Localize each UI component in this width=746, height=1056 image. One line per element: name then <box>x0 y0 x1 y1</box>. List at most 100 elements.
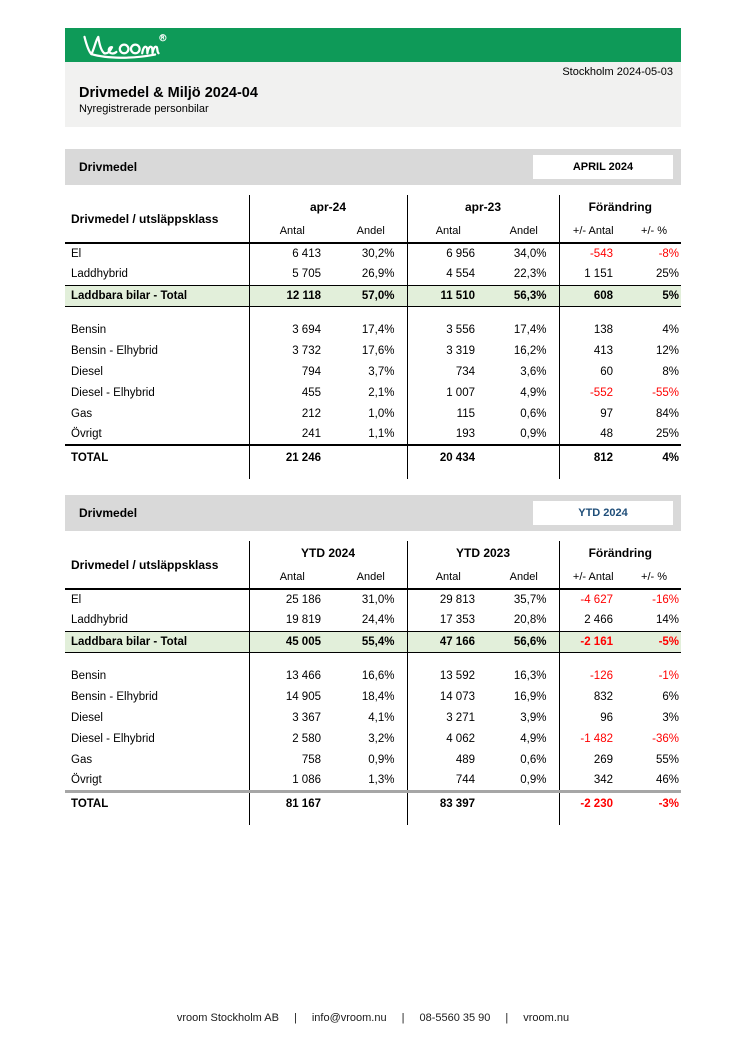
value-cell: 11 510 <box>407 284 489 307</box>
value-cell: 6% <box>662 690 680 703</box>
value-cell: 8% <box>662 365 680 378</box>
value-cell <box>335 789 408 815</box>
value-cell: 4% <box>627 444 682 469</box>
value-cell: 14% <box>655 614 680 627</box>
footer-separator: | <box>401 1012 405 1024</box>
column-header-label: Drivmedel / utsläppsklass <box>65 541 250 590</box>
row-label: Gas <box>65 749 250 770</box>
value-cell: 3,9% <box>489 707 560 728</box>
value-cell: 832 <box>593 690 613 703</box>
page-title: Drivmedel & Miljö 2024-04 <box>79 85 258 101</box>
table-row: El 6 413 30,2% 6 956 34,0% -543 -8% <box>65 243 681 264</box>
group-header-change: Förändring <box>588 546 652 560</box>
value-cell: 17 353 <box>439 614 475 627</box>
value-cell <box>627 652 681 665</box>
table-body: El 6 413 30,2% 6 956 34,0% -543 -8% Laddhybrid 5… <box>65 243 682 479</box>
value-cell: 1,1% <box>335 424 408 445</box>
value-cell <box>559 306 627 319</box>
value-cell: -55% <box>652 386 680 399</box>
row-label: Bensin - Elhybrid <box>65 686 250 707</box>
section-april: Drivmedel APRIL 2024 Drivmedel / utsläpp… <box>65 149 682 479</box>
value-cell <box>249 469 335 479</box>
value-cell: 34,0% <box>489 243 560 264</box>
value-cell: 1 151 <box>584 268 613 281</box>
value-cell: 4% <box>662 323 680 336</box>
value-cell <box>335 469 408 479</box>
value-cell: 29 813 <box>439 594 475 606</box>
value-cell: -4 627 <box>580 594 613 606</box>
value-cell <box>335 815 408 825</box>
value-cell <box>489 306 560 319</box>
value-cell: 17,4% <box>335 319 408 340</box>
value-cell <box>407 815 489 825</box>
subheader-diff-pct: +/- % <box>627 565 682 590</box>
table-row: Laddbara bilar - Total 45 005 55,4% 47 166 5… <box>65 630 682 653</box>
value-cell: -1% <box>658 669 680 682</box>
value-cell <box>407 652 489 665</box>
row-label: Laddhybrid <box>65 610 250 631</box>
value-cell: -3% <box>627 789 682 815</box>
value-cell: 12 118 <box>249 284 335 307</box>
value-cell: 24,4% <box>335 610 408 631</box>
value-cell: 4 554 <box>446 268 475 281</box>
row-label: Laddbara bilar - Total <box>65 284 250 307</box>
value-cell: 193 <box>455 428 475 440</box>
table-row: Diesel 794 3,7% 734 3,6% 60 8% <box>65 361 681 382</box>
period-badge: YTD 2024 <box>533 501 673 525</box>
value-cell: 3 556 <box>446 323 475 336</box>
value-cell: 56,3% <box>489 284 560 307</box>
value-cell: 16,3% <box>489 665 560 686</box>
value-cell: 12% <box>655 344 680 357</box>
value-cell: 1 086 <box>292 773 321 786</box>
table-row: Gas 212 1,0% 115 0,6% 97 84% <box>65 403 681 424</box>
value-cell: 46% <box>655 773 680 786</box>
subheader-antal: Antal <box>407 219 489 244</box>
value-cell: 0,6% <box>489 749 560 770</box>
row-label: Diesel - Elhybrid <box>65 382 250 403</box>
brand-bar <box>65 28 681 62</box>
table-row: Bensin 3 694 17,4% 3 556 17,4% 138 4% <box>65 319 681 340</box>
value-cell: 413 <box>593 344 613 357</box>
value-cell: 55,4% <box>335 630 408 653</box>
group-header-previous: apr-23 <box>407 195 560 219</box>
table-row: Bensin - Elhybrid 14 905 18,4% 14 073 16,9% 8… <box>65 686 681 707</box>
row-label: El <box>65 243 250 264</box>
value-cell: 4,9% <box>489 382 560 403</box>
subheader-diff-antal: +/- Antal <box>559 219 627 244</box>
footer-email: info@vroom.nu <box>311 1012 387 1024</box>
value-cell: 17,4% <box>489 319 560 340</box>
value-cell <box>489 789 560 815</box>
row-label <box>65 469 250 479</box>
table-row: Laddhybrid 19 819 24,4% 17 353 20,8% 2 466 14% <box>65 610 681 631</box>
value-cell: -36% <box>652 732 680 745</box>
value-cell: 241 <box>301 428 321 440</box>
value-cell: -2 161 <box>559 630 627 653</box>
value-cell: 3,2% <box>335 728 408 749</box>
table-row: Laddbara bilar - Total 12 118 57,0% 11 510 5… <box>65 284 682 307</box>
value-cell: -8% <box>658 248 680 260</box>
value-cell: 83 397 <box>407 789 489 815</box>
fuel-table-ytd: Drivmedel / utsläppsklass YTD 2024 YTD 2… <box>65 541 682 825</box>
value-cell: 3 732 <box>292 344 321 357</box>
section-band: Drivmedel YTD 2024 <box>65 495 681 531</box>
subheader-diff-antal: +/- Antal <box>559 565 627 590</box>
value-cell: 20,8% <box>489 610 560 631</box>
document-header: Stockholm 2024-05-03 Drivmedel & Miljö 2… <box>65 62 681 127</box>
value-cell: 3 367 <box>292 711 321 724</box>
value-cell: 57,0% <box>335 284 408 307</box>
table-row: El 25 186 31,0% 29 813 35,7% -4 627 -16% <box>65 589 681 610</box>
subheader-andel: Andel <box>335 565 408 590</box>
value-cell <box>335 444 408 469</box>
row-label <box>65 306 250 319</box>
value-cell: -2 230 <box>559 789 627 815</box>
value-cell: -5% <box>627 630 682 653</box>
value-cell <box>627 815 681 825</box>
value-cell: 60 <box>600 365 613 378</box>
table-row: Diesel 3 367 4,1% 3 271 3,9% 96 3% <box>65 707 681 728</box>
value-cell: 25% <box>655 428 680 440</box>
value-cell: -16% <box>652 594 680 606</box>
value-cell: 269 <box>593 753 613 766</box>
value-cell: 5 705 <box>292 268 321 281</box>
value-cell: 26,9% <box>335 264 408 285</box>
value-cell <box>407 306 489 319</box>
